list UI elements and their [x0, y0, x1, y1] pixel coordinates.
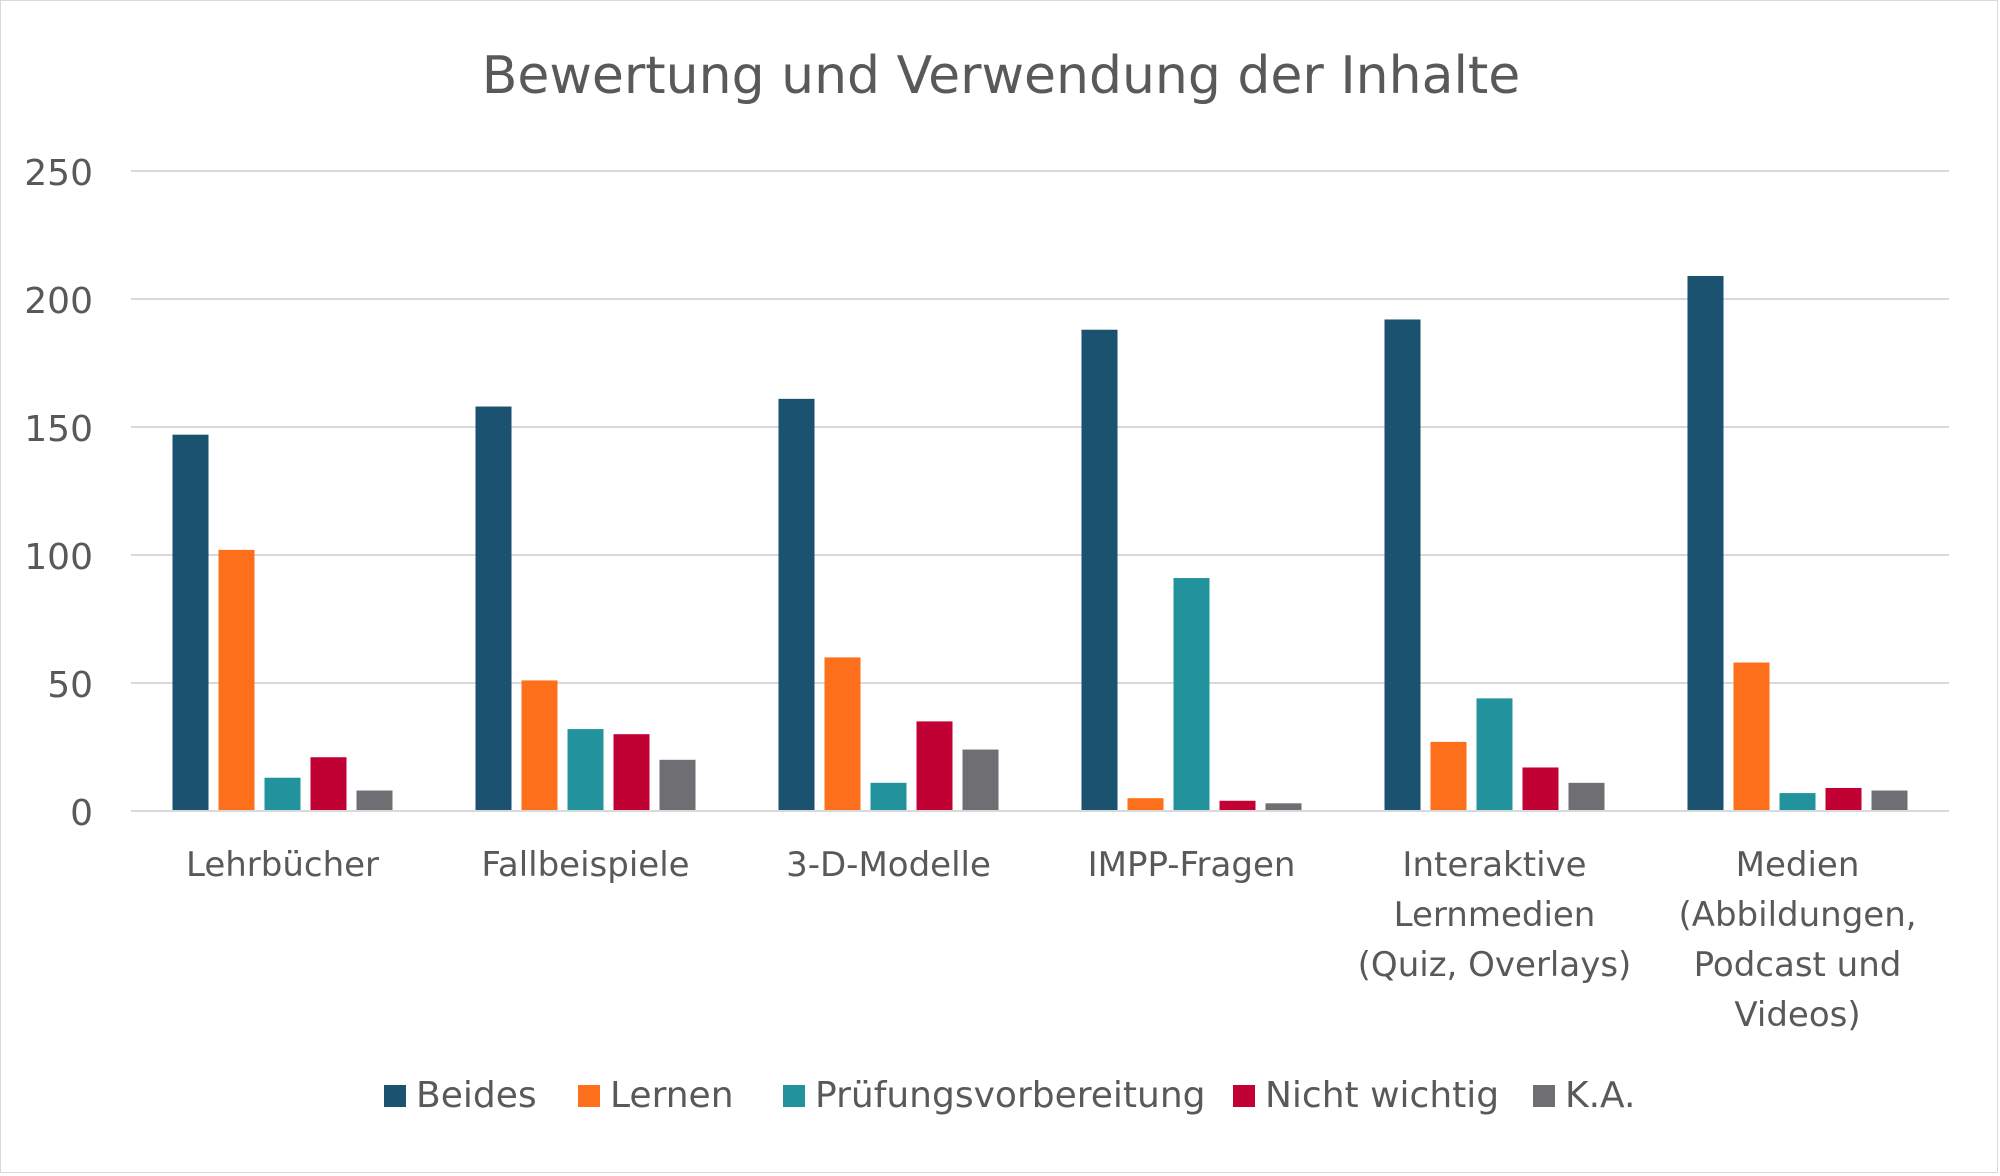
- legend-label: Prüfungsvorbereitung: [815, 1075, 1206, 1116]
- y-tick-label: 50: [47, 665, 93, 706]
- bar-beides-5: [1687, 275, 1724, 812]
- bar-beides-4: [1384, 319, 1421, 811]
- y-tick-label: 150: [24, 409, 93, 450]
- bar-pr-fungsvorbereitung-0: [264, 777, 301, 811]
- bar-nicht-wichtig-1: [613, 734, 650, 811]
- legend-swatch: [384, 1085, 406, 1107]
- x-category-label: IMPP-Fragen: [1088, 845, 1296, 885]
- y-tick-label: 200: [24, 281, 93, 322]
- bar-nicht-wichtig-2: [916, 721, 953, 811]
- bar-nicht-wichtig-4: [1522, 767, 1559, 811]
- x-category-label-line: (Abbildungen,: [1678, 895, 1916, 935]
- legend-label: Nicht wichtig: [1265, 1075, 1499, 1116]
- bar-lernen-3: [1127, 798, 1164, 811]
- bar-lernen-1: [521, 680, 558, 811]
- bar-beides-3: [1081, 329, 1118, 811]
- x-category-label-line: Podcast und: [1694, 945, 1902, 985]
- bar-pr-fungsvorbereitung-1: [567, 729, 604, 811]
- bar-pr-fungsvorbereitung-4: [1476, 698, 1513, 811]
- bar-k-a--5: [1871, 790, 1908, 811]
- x-category-label-line: Interaktive: [1402, 845, 1586, 885]
- x-category-label-line: Medien: [1736, 845, 1860, 885]
- legend: Beides Lernen Prüfungsvorbereitung Nicht wi…: [384, 1075, 1636, 1116]
- bar-pr-fungsvorbereitung-3: [1173, 578, 1210, 811]
- x-axis: Lehrbücher Fallbeispiele 3-D-Modelle IMPP-F…: [131, 810, 1949, 1035]
- bar-beides-0: [172, 434, 209, 811]
- x-category-label: Fallbeispiele: [481, 845, 689, 885]
- bar-k-a--1: [659, 759, 696, 811]
- bar-k-a--3: [1265, 803, 1302, 811]
- legend-swatch: [783, 1085, 805, 1107]
- bar-lernen-0: [218, 549, 255, 811]
- legend-swatch: [1233, 1085, 1255, 1107]
- bar-nicht-wichtig-0: [310, 757, 347, 811]
- bar-beides-2: [778, 398, 815, 811]
- bar-k-a--4: [1568, 782, 1605, 811]
- x-category-label: Medien (Abbildungen, Podcast und Videos): [1678, 845, 1916, 1035]
- legend-swatch: [578, 1085, 600, 1107]
- bar-lernen-4: [1430, 741, 1467, 811]
- chart-title: Bewertung und Verwendung der Inhalte: [482, 46, 1521, 106]
- x-category-label-line: 3-D-Modelle: [786, 845, 991, 885]
- bar-beides-1: [475, 406, 512, 811]
- y-tick-label: 250: [24, 153, 93, 194]
- legend-label: K.A.: [1565, 1075, 1636, 1116]
- x-category-label-line: (Quiz, Overlays): [1358, 945, 1632, 985]
- bar-nicht-wichtig-5: [1825, 787, 1862, 811]
- x-category-label-line: Lernmedien: [1394, 895, 1596, 935]
- y-tick-label: 100: [24, 537, 93, 578]
- bar-k-a--0: [356, 790, 393, 811]
- x-category-label-line: Videos): [1734, 995, 1860, 1035]
- bars: [172, 275, 1908, 812]
- legend-label: Beides: [416, 1075, 537, 1116]
- gridlines: [131, 170, 1949, 812]
- x-category-label-line: Lehrbücher: [186, 845, 379, 885]
- legend-label: Lernen: [610, 1075, 734, 1116]
- bar-lernen-2: [824, 657, 861, 811]
- bar-nicht-wichtig-3: [1219, 800, 1256, 811]
- x-category-label-line: IMPP-Fragen: [1088, 845, 1296, 885]
- bar-pr-fungsvorbereitung-2: [870, 782, 907, 811]
- legend-swatch: [1533, 1085, 1555, 1107]
- bar-lernen-5: [1733, 662, 1770, 811]
- bar-pr-fungsvorbereitung-5: [1779, 793, 1816, 811]
- x-category-label: Lehrbücher: [186, 845, 379, 885]
- y-axis: 0 50 100 150 200 250: [24, 153, 93, 834]
- x-category-label: 3-D-Modelle: [786, 845, 991, 885]
- x-category-label: Interaktive Lernmedien (Quiz, Overlays): [1358, 845, 1632, 985]
- bar-k-a--2: [962, 749, 999, 811]
- x-category-label-line: Fallbeispiele: [481, 845, 689, 885]
- y-tick-label: 0: [70, 793, 93, 834]
